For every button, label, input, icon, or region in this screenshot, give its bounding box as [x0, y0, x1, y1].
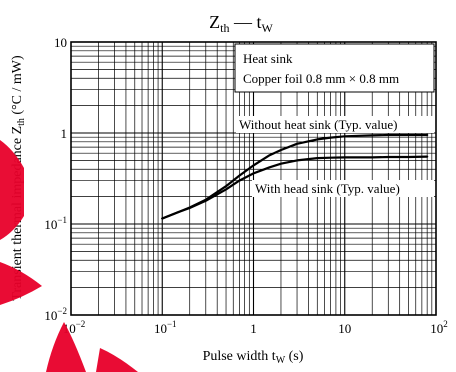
- y-tick-label: 10: [54, 35, 67, 50]
- x-tick-label: 102: [430, 319, 448, 336]
- series-line-with-heat-sink: [161, 155, 429, 220]
- series-label-without-heat-sink: Without heat sink (Typ. value): [236, 116, 434, 133]
- legend-line-1: Heat sink: [243, 51, 293, 66]
- series-line-without-heat-sink: [161, 133, 429, 220]
- grid: [71, 42, 436, 315]
- svg-text:With head sink (Typ. value): With head sink (Typ. value): [255, 181, 400, 196]
- y-tick-label: 1: [61, 126, 68, 141]
- x-tick-label: 1: [250, 321, 257, 336]
- svg-text:Without heat sink (Typ. value): Without heat sink (Typ. value): [239, 117, 398, 132]
- y-tick-label: 10−1: [44, 215, 67, 232]
- x-tick-label: 10−1: [154, 319, 177, 336]
- x-tick-label: 10: [338, 321, 351, 336]
- legend-line-2: Copper foil 0.8 mm × 0.8 mm: [243, 71, 399, 86]
- heat-sink-legend: Heat sink Copper foil 0.8 mm × 0.8 mm: [234, 43, 435, 93]
- series-layer: [161, 133, 429, 220]
- series-label-with-heat-sink: With head sink (Typ. value): [252, 180, 434, 197]
- chart-title: Zth — tW: [209, 12, 273, 35]
- y-tick-label: 10−2: [44, 306, 67, 323]
- plot-frame: [70, 41, 437, 316]
- x-tick-label: 10−2: [63, 319, 86, 336]
- y-axis-label: Transient thermal impedance Zth (°C / mW…: [10, 55, 27, 301]
- x-axis-label: Pulse width tW (s): [203, 349, 304, 366]
